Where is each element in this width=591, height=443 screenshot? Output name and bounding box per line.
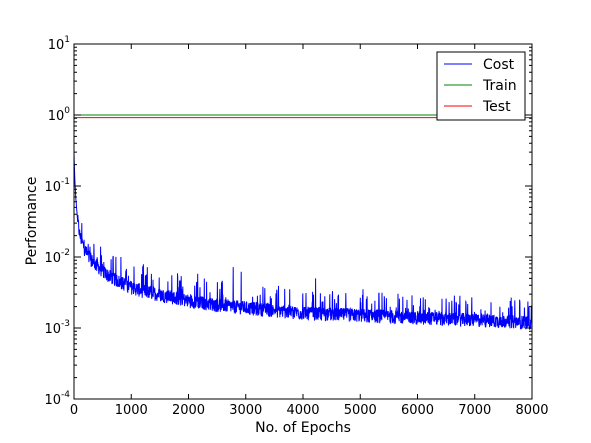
x-tick-label: 2000 xyxy=(172,403,205,418)
legend-label-test: Test xyxy=(482,99,511,115)
x-tick-label: 5000 xyxy=(344,403,377,418)
x-tick-label: 7000 xyxy=(458,403,491,418)
x-tick-label: 1000 xyxy=(115,403,148,418)
x-axis-label: No. of Epochs xyxy=(255,420,351,436)
x-tick-label: 6000 xyxy=(401,403,434,418)
x-tick-label: 4000 xyxy=(286,403,319,418)
y-tick-label: 101 xyxy=(48,35,70,53)
y-tick-label: 100 xyxy=(48,106,71,124)
x-tick-label: 3000 xyxy=(229,403,262,418)
y-tick-label: 10-4 xyxy=(44,390,70,408)
y-tick-label: 10-1 xyxy=(44,177,70,195)
y-tick-label: 10-3 xyxy=(44,319,70,337)
x-tick-label: 8000 xyxy=(515,403,548,418)
tick-layer: 0 1000 2000 3000 4000 5000 6000 7000 8000 10-4 10-… xyxy=(44,35,548,418)
legend-label-train: Train xyxy=(482,78,517,94)
y-axis-label: Performance xyxy=(24,177,40,266)
series-line-cost xyxy=(73,152,533,331)
y-tick-label: 10-2 xyxy=(44,248,70,266)
legend-box xyxy=(436,51,526,121)
legend-label-cost: Cost xyxy=(483,57,515,73)
x-tick-label: 0 xyxy=(70,403,78,418)
legend: Cost Train Test xyxy=(436,51,526,121)
